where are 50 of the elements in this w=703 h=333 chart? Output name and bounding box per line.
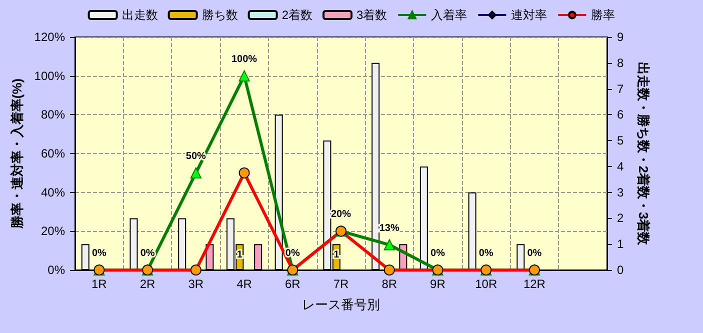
y2-tick-label: 1: [617, 237, 624, 252]
y2-tick-label: 3: [617, 185, 624, 200]
y2-tick-label: 2: [617, 211, 624, 226]
y2-tick-label: 8: [617, 56, 624, 70]
y-tick-label: 0%: [48, 263, 66, 277]
y-tick-label: 40%: [40, 185, 66, 200]
data-label: 0%: [478, 248, 494, 259]
data-label: 0%: [140, 248, 155, 259]
y2-tick-label: 4: [617, 159, 624, 174]
legend-label: 2着数: [282, 8, 313, 22]
data-label: 13%: [379, 222, 400, 234]
point: [238, 70, 250, 82]
legend-label: 出走数: [122, 8, 158, 22]
legend-label: 入着率: [431, 8, 468, 22]
point: [190, 167, 202, 178]
x-tick-label: 9R: [430, 277, 446, 291]
x-tick-label: 10R: [475, 277, 498, 291]
y-tick-label: 80%: [40, 108, 66, 122]
data-label: 0%: [92, 248, 107, 259]
data-label: 0%: [430, 248, 446, 259]
data-label: 20%: [330, 209, 352, 220]
y2-tick-label: 5: [617, 134, 624, 148]
data-label: 1: [334, 250, 340, 261]
data-label: 100%: [231, 54, 258, 65]
x-tick-label: 8R: [382, 277, 398, 291]
legend-label: 連対率: [511, 8, 548, 22]
data-label: 0%: [527, 248, 542, 259]
x-tick-label: 6R: [284, 277, 301, 291]
legend-label: 勝ち数: [202, 8, 238, 22]
y2-tick-label: 9: [617, 30, 624, 44]
x-tick-label: 3R: [188, 277, 204, 291]
y2-axis-title: 出走数・勝ち数・2着数・3着数: [636, 62, 651, 246]
data-label: 1: [236, 250, 243, 261]
legend-label: 勝率: [591, 8, 616, 22]
y-axis-title: 勝率・連対率・入着率(%): [9, 78, 24, 230]
x-tick-label: 2R: [140, 277, 156, 291]
x-tick-label: 4R: [236, 277, 252, 291]
x-tick-label: 7R: [333, 277, 349, 291]
x-axis-title: レース番号別: [302, 297, 380, 312]
y-tick-label: 100%: [34, 68, 66, 83]
y2-tick-label: 6: [617, 108, 624, 122]
point: [384, 239, 395, 250]
x-tick-label: 1R: [92, 277, 108, 291]
y-tick-label: 60%: [40, 146, 66, 160]
y-tick-label: 120%: [34, 30, 66, 44]
legend-label: 3着数: [356, 8, 388, 22]
x-tick-label: 12R: [523, 277, 546, 291]
y2-tick-label: 0: [617, 263, 624, 277]
y2-tick-label: 7: [617, 82, 624, 96]
y-tick-label: 20%: [40, 224, 66, 238]
